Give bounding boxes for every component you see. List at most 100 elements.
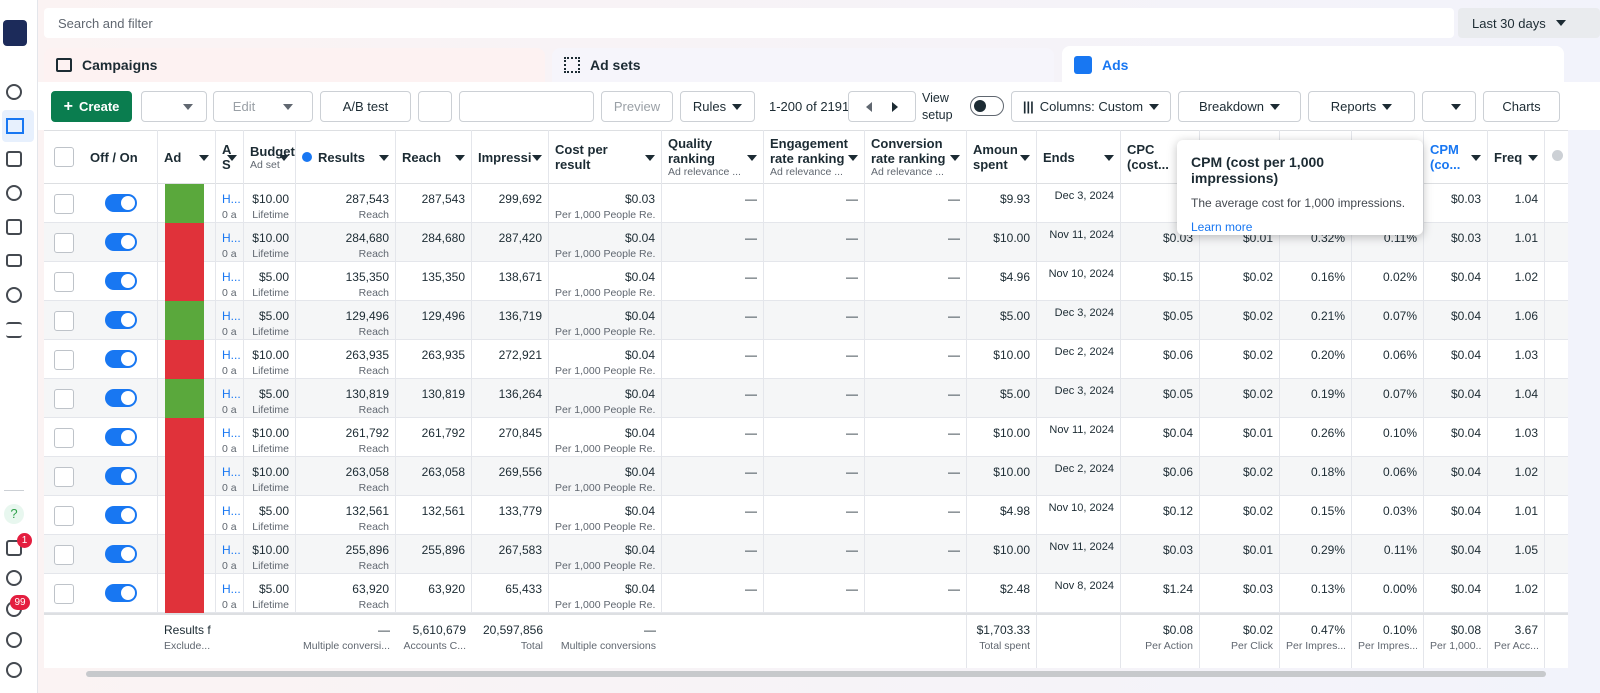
header-content: CPM (co... (1430, 142, 1471, 172)
cell-text: — (745, 309, 757, 323)
scrollbar[interactable] (86, 671, 1546, 677)
active-nav[interactable] (2, 110, 34, 142)
header-content: Ends (1043, 150, 1075, 165)
icon-button[interactable] (418, 91, 452, 122)
cell-text: 0.47% (1310, 623, 1345, 637)
table-cell: 1.04 (1488, 184, 1545, 223)
rules-button[interactable]: Rules (680, 91, 755, 122)
cell-text: — (948, 270, 960, 284)
search-input[interactable]: Search and filter (44, 8, 1454, 38)
cell-text: 287,543 (421, 192, 465, 206)
checkbox (54, 584, 74, 604)
table-cell: Dec 2, 2024 (1037, 457, 1121, 496)
table-cell (158, 301, 216, 340)
menu-icon[interactable] (6, 322, 22, 338)
table-cell (84, 223, 158, 262)
date-range[interactable]: Last 30 days (1458, 8, 1600, 38)
export-button[interactable] (1422, 91, 1476, 122)
cell-text: $0.04 (624, 426, 655, 440)
table-cell: 130,819 (396, 379, 472, 418)
ads-icon[interactable] (6, 219, 22, 235)
action-buttons[interactable] (459, 91, 594, 122)
cell-text: 0.06% (1382, 348, 1417, 362)
overview-icon[interactable] (6, 84, 22, 100)
sort-caret (950, 155, 960, 161)
tab[interactable]: Ad sets (552, 48, 1054, 82)
tooltip-link[interactable]: Learn more (1191, 220, 1253, 234)
pager[interactable] (848, 91, 916, 122)
pages-icon[interactable] (6, 151, 22, 167)
totals-cell: 0.47% Per Impres... (1280, 615, 1352, 668)
settings-icon[interactable] (6, 570, 22, 586)
columns-button[interactable]: ||| Columns: Custom (1011, 91, 1171, 122)
help[interactable]: ? (4, 504, 24, 524)
preview-button[interactable]: Preview (601, 91, 673, 122)
cell-text: Results f (164, 623, 211, 637)
table-cell: 263,935 Reach (296, 340, 396, 379)
notifications-icon[interactable] (6, 540, 22, 556)
cell-sub: 0 activ (222, 209, 237, 221)
logo[interactable] (3, 20, 27, 46)
table-cell: 1.04 (1488, 379, 1545, 418)
cell-text: $0.04 (624, 270, 655, 284)
table-cell: 0.15% (1280, 496, 1352, 535)
tab-icon (56, 58, 72, 72)
header-cell (1352, 130, 1424, 184)
network-icon[interactable] (6, 287, 22, 303)
table-cell: 284,680 Reach (296, 223, 396, 262)
edit-button[interactable]: Edit (213, 91, 313, 122)
cell-sub: Per 1,000... (1430, 640, 1481, 652)
cell-text: 0.11% (1383, 543, 1417, 557)
table-cell: $1.24 (1121, 574, 1200, 613)
table-cell: $0.04 (1424, 340, 1488, 379)
ad-thumbnail (165, 340, 204, 379)
table-cell: 133,779 (472, 496, 549, 535)
cell-sub: 0 activ (222, 287, 237, 299)
ad-thumbnail (165, 457, 204, 496)
table-cell: $0.02 (1200, 262, 1280, 301)
sort-caret (199, 155, 209, 161)
debug-icon[interactable] (6, 662, 22, 678)
tab[interactable]: Campaigns (44, 48, 545, 82)
header-content: Off / On (90, 150, 138, 165)
tab-active[interactable]: Ads (1062, 46, 1564, 84)
prev[interactable] (861, 101, 872, 112)
cell-sub: Reach (358, 521, 389, 533)
cell-sub: Per Action (1145, 640, 1193, 652)
cell-text: $0.04 (1450, 426, 1481, 440)
header-label: Ends (1043, 149, 1075, 165)
view-setup-toggle[interactable] (970, 96, 1004, 116)
cell-text: $0.04 (1450, 465, 1481, 479)
table-cell: — (865, 418, 967, 457)
sort-caret (379, 155, 389, 161)
cell-sub: Reach (358, 365, 389, 377)
table-cell: 63,920 Reach (296, 574, 396, 613)
table-cell: 136,719 (472, 301, 549, 340)
table-row (44, 457, 1568, 496)
cell-text: — (846, 465, 858, 479)
search-icon[interactable] (6, 632, 22, 648)
table-cell (84, 535, 158, 574)
cell-text: 130,819 (421, 387, 465, 401)
next[interactable] (892, 101, 903, 112)
ab-test-button[interactable]: A/B test (320, 91, 411, 122)
reports-button[interactable]: Reports (1308, 91, 1415, 122)
table-cell: Nov 10, 2024 (1037, 496, 1121, 535)
breakdown-button[interactable]: Breakdown (1178, 91, 1301, 122)
duplicate-button[interactable] (141, 91, 207, 122)
cell-sub: Lifetime (252, 404, 289, 416)
charts-button[interactable]: Charts (1483, 91, 1560, 122)
cell-text: 130,819 (345, 387, 389, 401)
cell-sub: Multiple conversions (560, 640, 656, 652)
billing-icon[interactable] (6, 254, 22, 267)
table-cell: $0.03 (1121, 535, 1200, 574)
create-button[interactable]: + Create (51, 91, 132, 122)
checkbox (54, 389, 74, 409)
cell-text: $0.02 (1242, 465, 1273, 479)
cell-text: $0.03 (1450, 231, 1481, 245)
table-cell: $5.00 Lifetime (244, 262, 296, 301)
cell-sub: Total spent (979, 640, 1030, 652)
cell-text: — (846, 387, 858, 401)
table-cell: — (764, 301, 865, 340)
audience-icon[interactable] (6, 185, 22, 201)
